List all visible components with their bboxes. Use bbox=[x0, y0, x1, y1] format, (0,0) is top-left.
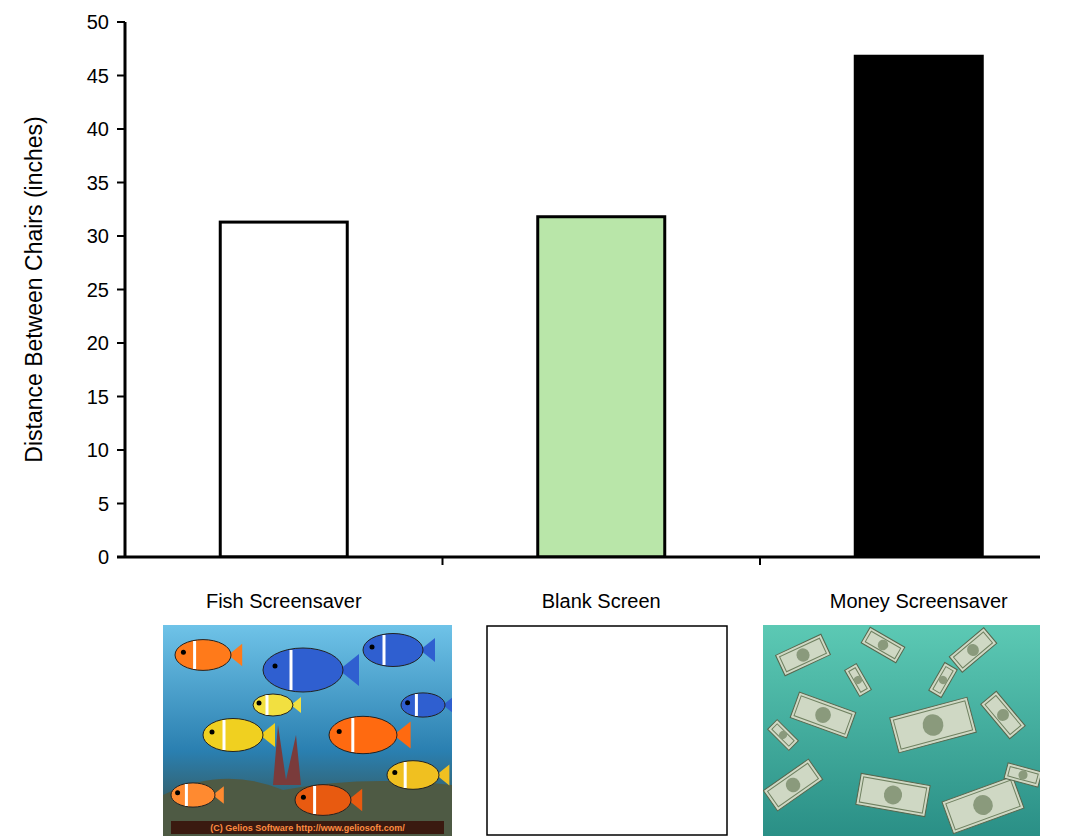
y-tick-label: 40 bbox=[87, 118, 109, 140]
y-tick bbox=[117, 182, 125, 184]
y-axis-title: Distance Between Chairs (inches) bbox=[21, 116, 47, 462]
chart-svg: 0 5 10 15 20 25 30 35 40 45 50 Fish Screensaver Blan… bbox=[0, 0, 1069, 836]
y-tick bbox=[117, 289, 125, 291]
y-tick bbox=[117, 235, 125, 237]
x-tick-label: Fish Screensaver bbox=[206, 590, 362, 612]
y-tick bbox=[117, 503, 125, 505]
chart-container: 0 5 10 15 20 25 30 35 40 45 50 Fish Screensaver Blan… bbox=[0, 0, 1069, 836]
y-tick-label: 5 bbox=[98, 493, 109, 515]
y-tick-label: 35 bbox=[87, 172, 109, 194]
fish-picture: (C) Gelios Software http://www.geliosoft… bbox=[163, 625, 454, 836]
y-tick-label: 45 bbox=[87, 65, 109, 87]
blank-picture bbox=[487, 626, 727, 835]
y-tick-label: 15 bbox=[87, 386, 109, 408]
x-tick bbox=[442, 557, 444, 565]
bar bbox=[855, 56, 982, 557]
y-tick-label: 20 bbox=[87, 332, 109, 354]
y-tick bbox=[117, 128, 125, 130]
x-tick-label: Blank Screen bbox=[542, 590, 661, 612]
y-tick-label: 10 bbox=[87, 439, 109, 461]
y-tick bbox=[117, 449, 125, 451]
y-tick bbox=[117, 342, 125, 344]
bars bbox=[220, 56, 982, 557]
y-tick-label: 50 bbox=[87, 11, 109, 33]
y-tick bbox=[117, 21, 125, 23]
y-tick-label: 25 bbox=[87, 279, 109, 301]
y-tick-label: 0 bbox=[98, 546, 109, 568]
y-tick bbox=[117, 75, 125, 77]
y-tick-label: 30 bbox=[87, 225, 109, 247]
x-tick bbox=[759, 557, 761, 565]
x-tick-label: Money Screensaver bbox=[830, 590, 1008, 612]
bar bbox=[538, 217, 665, 557]
bar bbox=[220, 222, 347, 557]
image-credit: (C) Gelios Software http://www.geliosoft… bbox=[210, 823, 405, 833]
money-picture bbox=[763, 625, 1042, 836]
x-axis bbox=[117, 556, 1040, 559]
y-tick bbox=[117, 556, 125, 558]
y-tick bbox=[117, 396, 125, 398]
